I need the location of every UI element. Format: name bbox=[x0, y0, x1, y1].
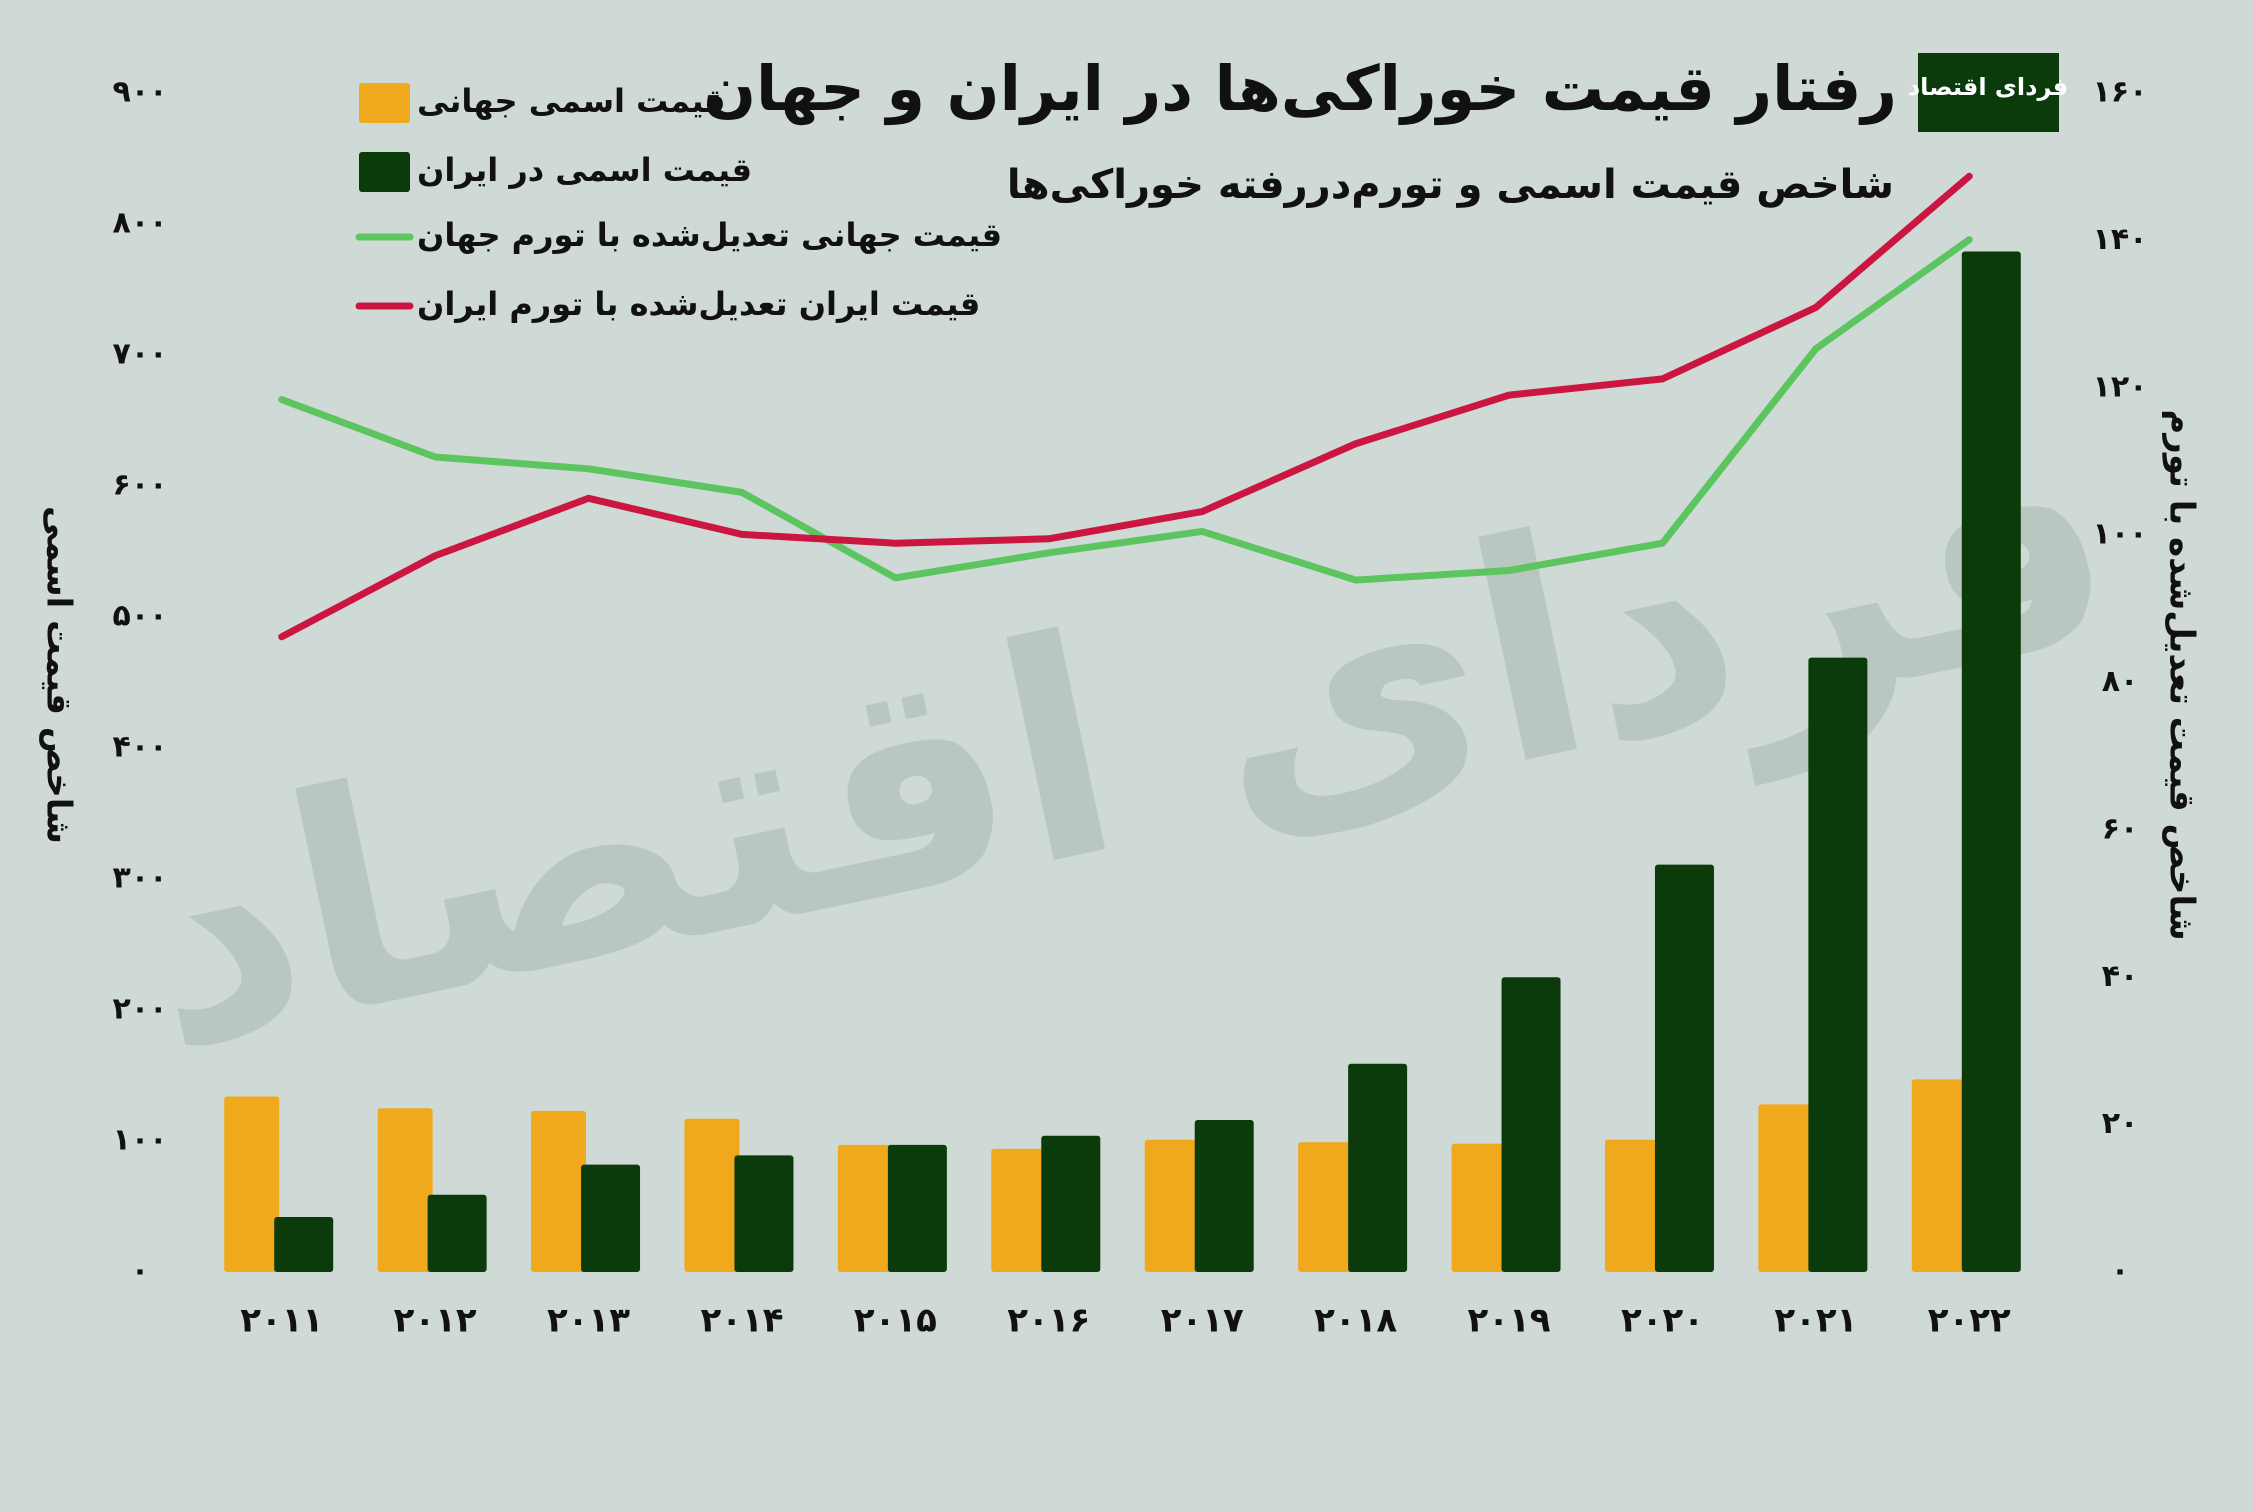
bar bbox=[1348, 1063, 1408, 1272]
bar bbox=[1298, 1142, 1354, 1272]
legend-label: قیمت ایران تعدیل‌شده با تورم ایران bbox=[417, 285, 980, 323]
bar bbox=[224, 1096, 280, 1272]
x-tick-label: ۲۰۱۳ bbox=[547, 1301, 630, 1341]
bar bbox=[1041, 1135, 1101, 1272]
y2-tick-label: ۲۰ bbox=[2102, 1106, 2139, 1141]
x-tick-label: ۲۰۱۵ bbox=[854, 1301, 937, 1341]
bar bbox=[427, 1194, 487, 1272]
y-tick-label: ۸۰۰ bbox=[113, 206, 168, 241]
bar bbox=[734, 1155, 794, 1272]
bar bbox=[531, 1110, 587, 1272]
chart-subtitle: شاخص قیمت اسمی و تورم‌دررفته خوراکی‌ها bbox=[1007, 162, 1894, 208]
bar bbox=[1808, 657, 1868, 1272]
y2-tick-label: ۶۰ bbox=[2102, 811, 2139, 846]
bar bbox=[1194, 1120, 1254, 1272]
x-tick-label: ۲۰۱۸ bbox=[1314, 1301, 1397, 1341]
x-tick-label: ۲۰۱۶ bbox=[1007, 1301, 1090, 1341]
x-tick-label: ۲۰۲۰ bbox=[1621, 1301, 1704, 1341]
bar bbox=[1758, 1104, 1814, 1272]
legend-swatch bbox=[359, 152, 410, 192]
y2-tick-label: ۴۰ bbox=[2102, 959, 2139, 994]
bar bbox=[684, 1118, 740, 1272]
y2-tick-label: ۱۰۰ bbox=[2093, 517, 2148, 552]
x-tick-label: ۲۰۱۷ bbox=[1161, 1301, 1244, 1341]
bar bbox=[581, 1164, 641, 1272]
x-tick-label: ۲۰۲۱ bbox=[1774, 1301, 1857, 1341]
x-tick-label: ۲۰۱۲ bbox=[394, 1301, 477, 1341]
legend-swatch bbox=[359, 83, 410, 123]
y2-tick-label: ۰ bbox=[2111, 1254, 2129, 1289]
bar bbox=[1501, 977, 1561, 1272]
y2-tick-label: ۱۶۰ bbox=[2093, 75, 2148, 110]
y-tick-label: ۱۰۰ bbox=[113, 1123, 168, 1158]
y-tick-label: ۳۰۰ bbox=[113, 861, 168, 896]
y-tick-label: ۹۰۰ bbox=[113, 75, 168, 110]
x-tick-label: ۲۰۱۹ bbox=[1468, 1301, 1551, 1341]
logo-box bbox=[1918, 53, 2059, 132]
bar bbox=[1451, 1143, 1507, 1272]
x-tick-label: ۲۰۲۲ bbox=[1928, 1301, 2011, 1341]
y-tick-label: ۴۰۰ bbox=[113, 730, 168, 765]
x-tick-label: ۲۰۱۴ bbox=[700, 1301, 783, 1341]
y-tick-label: ۰ bbox=[131, 1254, 149, 1289]
bar bbox=[1911, 1079, 1967, 1272]
legend-label: قیمت اسمی جهانی bbox=[417, 82, 725, 120]
y-tick-label: ۵۰۰ bbox=[113, 599, 168, 634]
legend-label: قیمت اسمی در ایران bbox=[417, 151, 752, 189]
bar bbox=[274, 1216, 334, 1272]
line bbox=[278, 236, 1973, 584]
y-tick-label: ۲۰۰ bbox=[113, 992, 168, 1027]
y-tick-label: ۷۰۰ bbox=[113, 337, 168, 372]
y2-tick-label: ۸۰ bbox=[2102, 664, 2139, 699]
logo: فردای اقتصاد bbox=[1908, 73, 2068, 101]
bar bbox=[1144, 1139, 1200, 1272]
legend-label: قیمت جهانی تعدیل‌شده با تورم جهان bbox=[417, 216, 1002, 254]
x-tick-label: ۲۰۱۱ bbox=[240, 1301, 323, 1341]
y2-tick-label: ۱۲۰ bbox=[2093, 369, 2148, 404]
bar bbox=[887, 1144, 947, 1272]
y-tick-label: ۶۰۰ bbox=[113, 468, 168, 503]
bar bbox=[1654, 864, 1714, 1272]
bar bbox=[1604, 1139, 1660, 1272]
y-axis-label: شاخص قیمت اسمی bbox=[39, 506, 79, 844]
y2-axis-label: شاخص قیمت تعدیل‌شده با تورم bbox=[2162, 409, 2202, 940]
bar bbox=[837, 1144, 893, 1272]
line bbox=[278, 172, 1973, 641]
bar bbox=[377, 1108, 433, 1272]
bar bbox=[1961, 251, 2021, 1272]
bar bbox=[991, 1148, 1047, 1272]
chart-title: رفتار قیمت خوراکی‌ها در ایران و جهان bbox=[703, 52, 1897, 125]
y2-tick-label: ۱۴۰ bbox=[2093, 222, 2148, 257]
